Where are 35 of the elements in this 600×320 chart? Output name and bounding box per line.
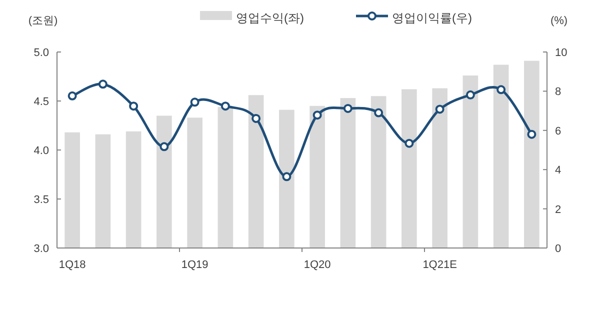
x-tick-label: 1Q21E — [422, 259, 457, 271]
y-tick-label: 5.0 — [34, 47, 49, 59]
y2-tick-label: 2 — [555, 204, 562, 216]
y2-tick-label: 8 — [555, 86, 562, 98]
point — [68, 91, 77, 100]
point — [252, 114, 261, 123]
y-axis-title: (조원) — [28, 15, 58, 27]
y2-tick-label: 4 — [555, 164, 562, 177]
y2-tick-label: 10 — [555, 47, 568, 59]
y-tick-label: 3.5 — [34, 194, 49, 206]
x-tick-label: 1Q18 — [58, 259, 86, 271]
y-tick-label: 4.0 — [34, 145, 49, 157]
point — [98, 80, 108, 89]
point — [190, 98, 200, 107]
y2-tick-label: 0 — [555, 243, 562, 255]
point — [527, 130, 536, 139]
y-tick-label: 4.5 — [34, 96, 49, 108]
point — [404, 138, 414, 148]
point — [374, 108, 384, 118]
point — [160, 142, 169, 152]
x-tick-label: 1Q19 — [181, 259, 208, 271]
x-tick-label: 1Q20 — [304, 259, 331, 271]
point — [129, 102, 138, 111]
point — [466, 90, 475, 100]
legend-label: 영업수익(좌) — [236, 11, 304, 25]
point — [312, 110, 322, 120]
point — [282, 172, 292, 182]
point — [343, 104, 352, 113]
y2-axis-title: (%) — [550, 15, 568, 27]
point — [435, 104, 444, 114]
legend-label: 영업이익률(우) — [392, 11, 472, 25]
y-tick-label: 3.0 — [34, 243, 49, 255]
y2-tick-label: 6 — [555, 125, 562, 138]
point — [220, 102, 230, 111]
point — [496, 85, 506, 94]
